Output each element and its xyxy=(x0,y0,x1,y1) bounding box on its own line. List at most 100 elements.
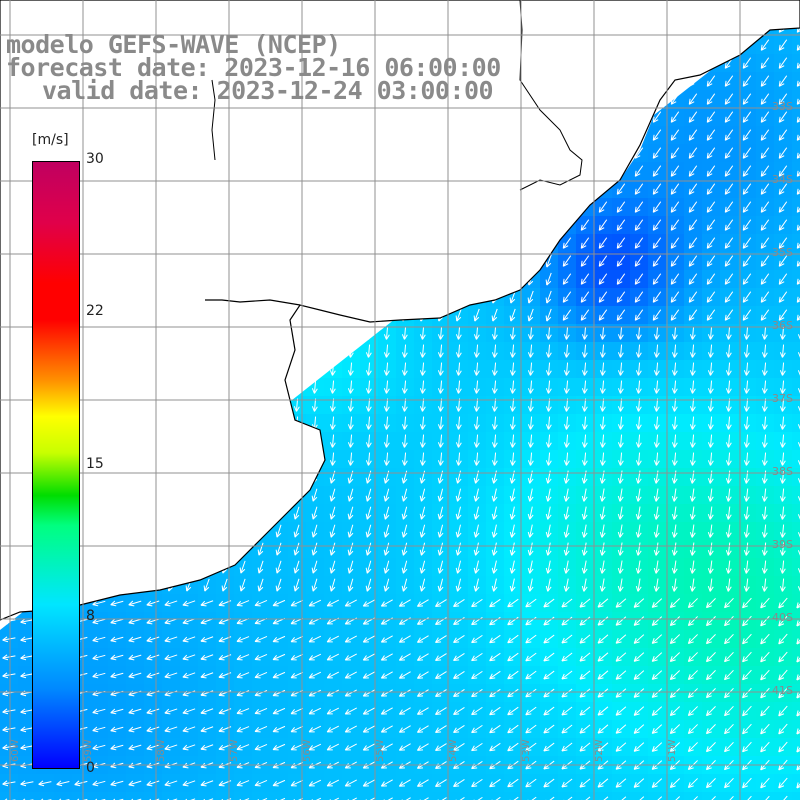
wind-speed-cell xyxy=(306,792,325,800)
longitude-label: 55W xyxy=(375,739,386,762)
wind-speed-cell xyxy=(792,432,800,451)
colorbar-tick-30: 30 xyxy=(86,151,104,167)
wind-speed-cell xyxy=(54,792,73,800)
wind-speed-cell xyxy=(792,54,800,73)
wind-speed-cell xyxy=(792,342,800,361)
latitude-label: 37S xyxy=(772,392,793,405)
wind-speed-cell xyxy=(468,792,487,800)
wind-speed-cell xyxy=(792,684,800,703)
colorbar-tick-15: 15 xyxy=(86,456,104,472)
wind-speed-cell xyxy=(144,792,163,800)
latitude-label: 39S xyxy=(772,538,793,551)
wind-speed-cell xyxy=(666,792,685,800)
wind-speed-cell xyxy=(792,720,800,739)
wind-speed-cell xyxy=(378,792,397,800)
wind-speed-cell xyxy=(792,738,800,757)
latitude-label: 33S xyxy=(772,100,793,113)
wind-speed-cell xyxy=(792,576,800,595)
latitude-label: 34S xyxy=(772,173,793,186)
wind-speed-cell xyxy=(792,324,800,343)
wind-speed-cell xyxy=(792,414,800,433)
wind-speed-cell xyxy=(792,594,800,613)
wind-speed-cell xyxy=(756,792,775,800)
wind-speed-cell xyxy=(360,792,379,800)
wind-speed-cell xyxy=(108,792,127,800)
wind-speed-cell xyxy=(774,792,793,800)
wind-speed-cell xyxy=(252,792,271,800)
wind-speed-cell xyxy=(792,252,800,271)
wind-speed-cell xyxy=(270,792,289,800)
wind-speed-cell xyxy=(540,792,559,800)
wind-speed-cell xyxy=(72,792,91,800)
colorbar xyxy=(32,161,80,769)
longitude-label: 54W xyxy=(448,739,459,762)
wind-speed-cell xyxy=(720,792,739,800)
wind-speed-cell xyxy=(0,792,19,800)
wind-speed-cell xyxy=(792,792,800,800)
wind-speed-cell xyxy=(792,270,800,289)
wind-speed-cell xyxy=(414,792,433,800)
wind-speed-cell xyxy=(648,792,667,800)
wind-speed-cell xyxy=(792,306,800,325)
wind-speed-cell xyxy=(792,612,800,631)
wind-speed-cell xyxy=(792,468,800,487)
wind-speed-cell xyxy=(342,792,361,800)
wind-speed-cell xyxy=(792,396,800,415)
wind-speed-cell xyxy=(594,792,613,800)
wind-speed-cell xyxy=(792,126,800,145)
latitude-label: 40S xyxy=(772,611,793,624)
wind-speed-cell xyxy=(792,450,800,469)
wind-speed-cell xyxy=(792,90,800,109)
wind-speed-cell xyxy=(792,360,800,379)
wind-speed-cell xyxy=(792,504,800,523)
latitude-label: 36S xyxy=(772,319,793,332)
wind-speed-cell xyxy=(792,630,800,649)
wind-speed-cell xyxy=(792,108,800,127)
longitude-label: 53W xyxy=(521,739,532,762)
wind-speed-cell xyxy=(198,792,217,800)
wind-speed-cell xyxy=(792,702,800,721)
wind-speed-cell xyxy=(324,792,343,800)
title-valid-date: valid date: 2023-12-24 03:00:00 xyxy=(42,76,494,105)
wind-speed-cell xyxy=(792,540,800,559)
wind-speed-cell xyxy=(792,774,800,793)
wind-speed-cell xyxy=(612,792,631,800)
wind-speed-cell xyxy=(792,234,800,253)
wind-speed-cell xyxy=(522,792,541,800)
wind-speed-cell xyxy=(558,792,577,800)
wind-speed-cell xyxy=(288,792,307,800)
wind-speed-cell xyxy=(792,666,800,685)
colorbar-tick-22: 22 xyxy=(86,303,104,319)
wind-speed-cell xyxy=(792,198,800,217)
wind-speed-cell xyxy=(702,792,721,800)
colorbar-tick-8: 8 xyxy=(86,608,95,624)
longitude-label: 56W xyxy=(302,739,313,762)
longitude-label: 52W xyxy=(594,739,605,762)
wind-speed-cell xyxy=(792,72,800,91)
latitude-label: 41S xyxy=(772,684,793,697)
wind-speed-cell xyxy=(792,36,800,55)
wind-speed-cell xyxy=(792,216,800,235)
wind-speed-cell xyxy=(792,144,800,163)
latitude-label: 35S xyxy=(772,246,793,259)
wind-speed-cell xyxy=(504,792,523,800)
wind-speed-cell xyxy=(792,486,800,505)
wind-speed-cell xyxy=(486,792,505,800)
wind-speed-cell xyxy=(126,792,145,800)
colorbar-unit: [m/s] xyxy=(32,132,69,148)
wind-speed-cell xyxy=(90,792,109,800)
latitude-label: 38S xyxy=(772,465,793,478)
longitude-label: 58W xyxy=(156,739,167,762)
wind-speed-cell xyxy=(36,792,55,800)
wind-speed-cell xyxy=(792,180,800,199)
wind-speed-cell xyxy=(450,792,469,800)
wind-speed-cell xyxy=(162,792,181,800)
wind-speed-cell xyxy=(630,792,649,800)
wind-speed-cell xyxy=(18,792,37,800)
colorbar-tick-0: 0 xyxy=(86,760,95,776)
longitude-label: 51W xyxy=(667,739,678,762)
wind-speed-cell xyxy=(792,288,800,307)
wind-speed-cell xyxy=(792,162,800,181)
